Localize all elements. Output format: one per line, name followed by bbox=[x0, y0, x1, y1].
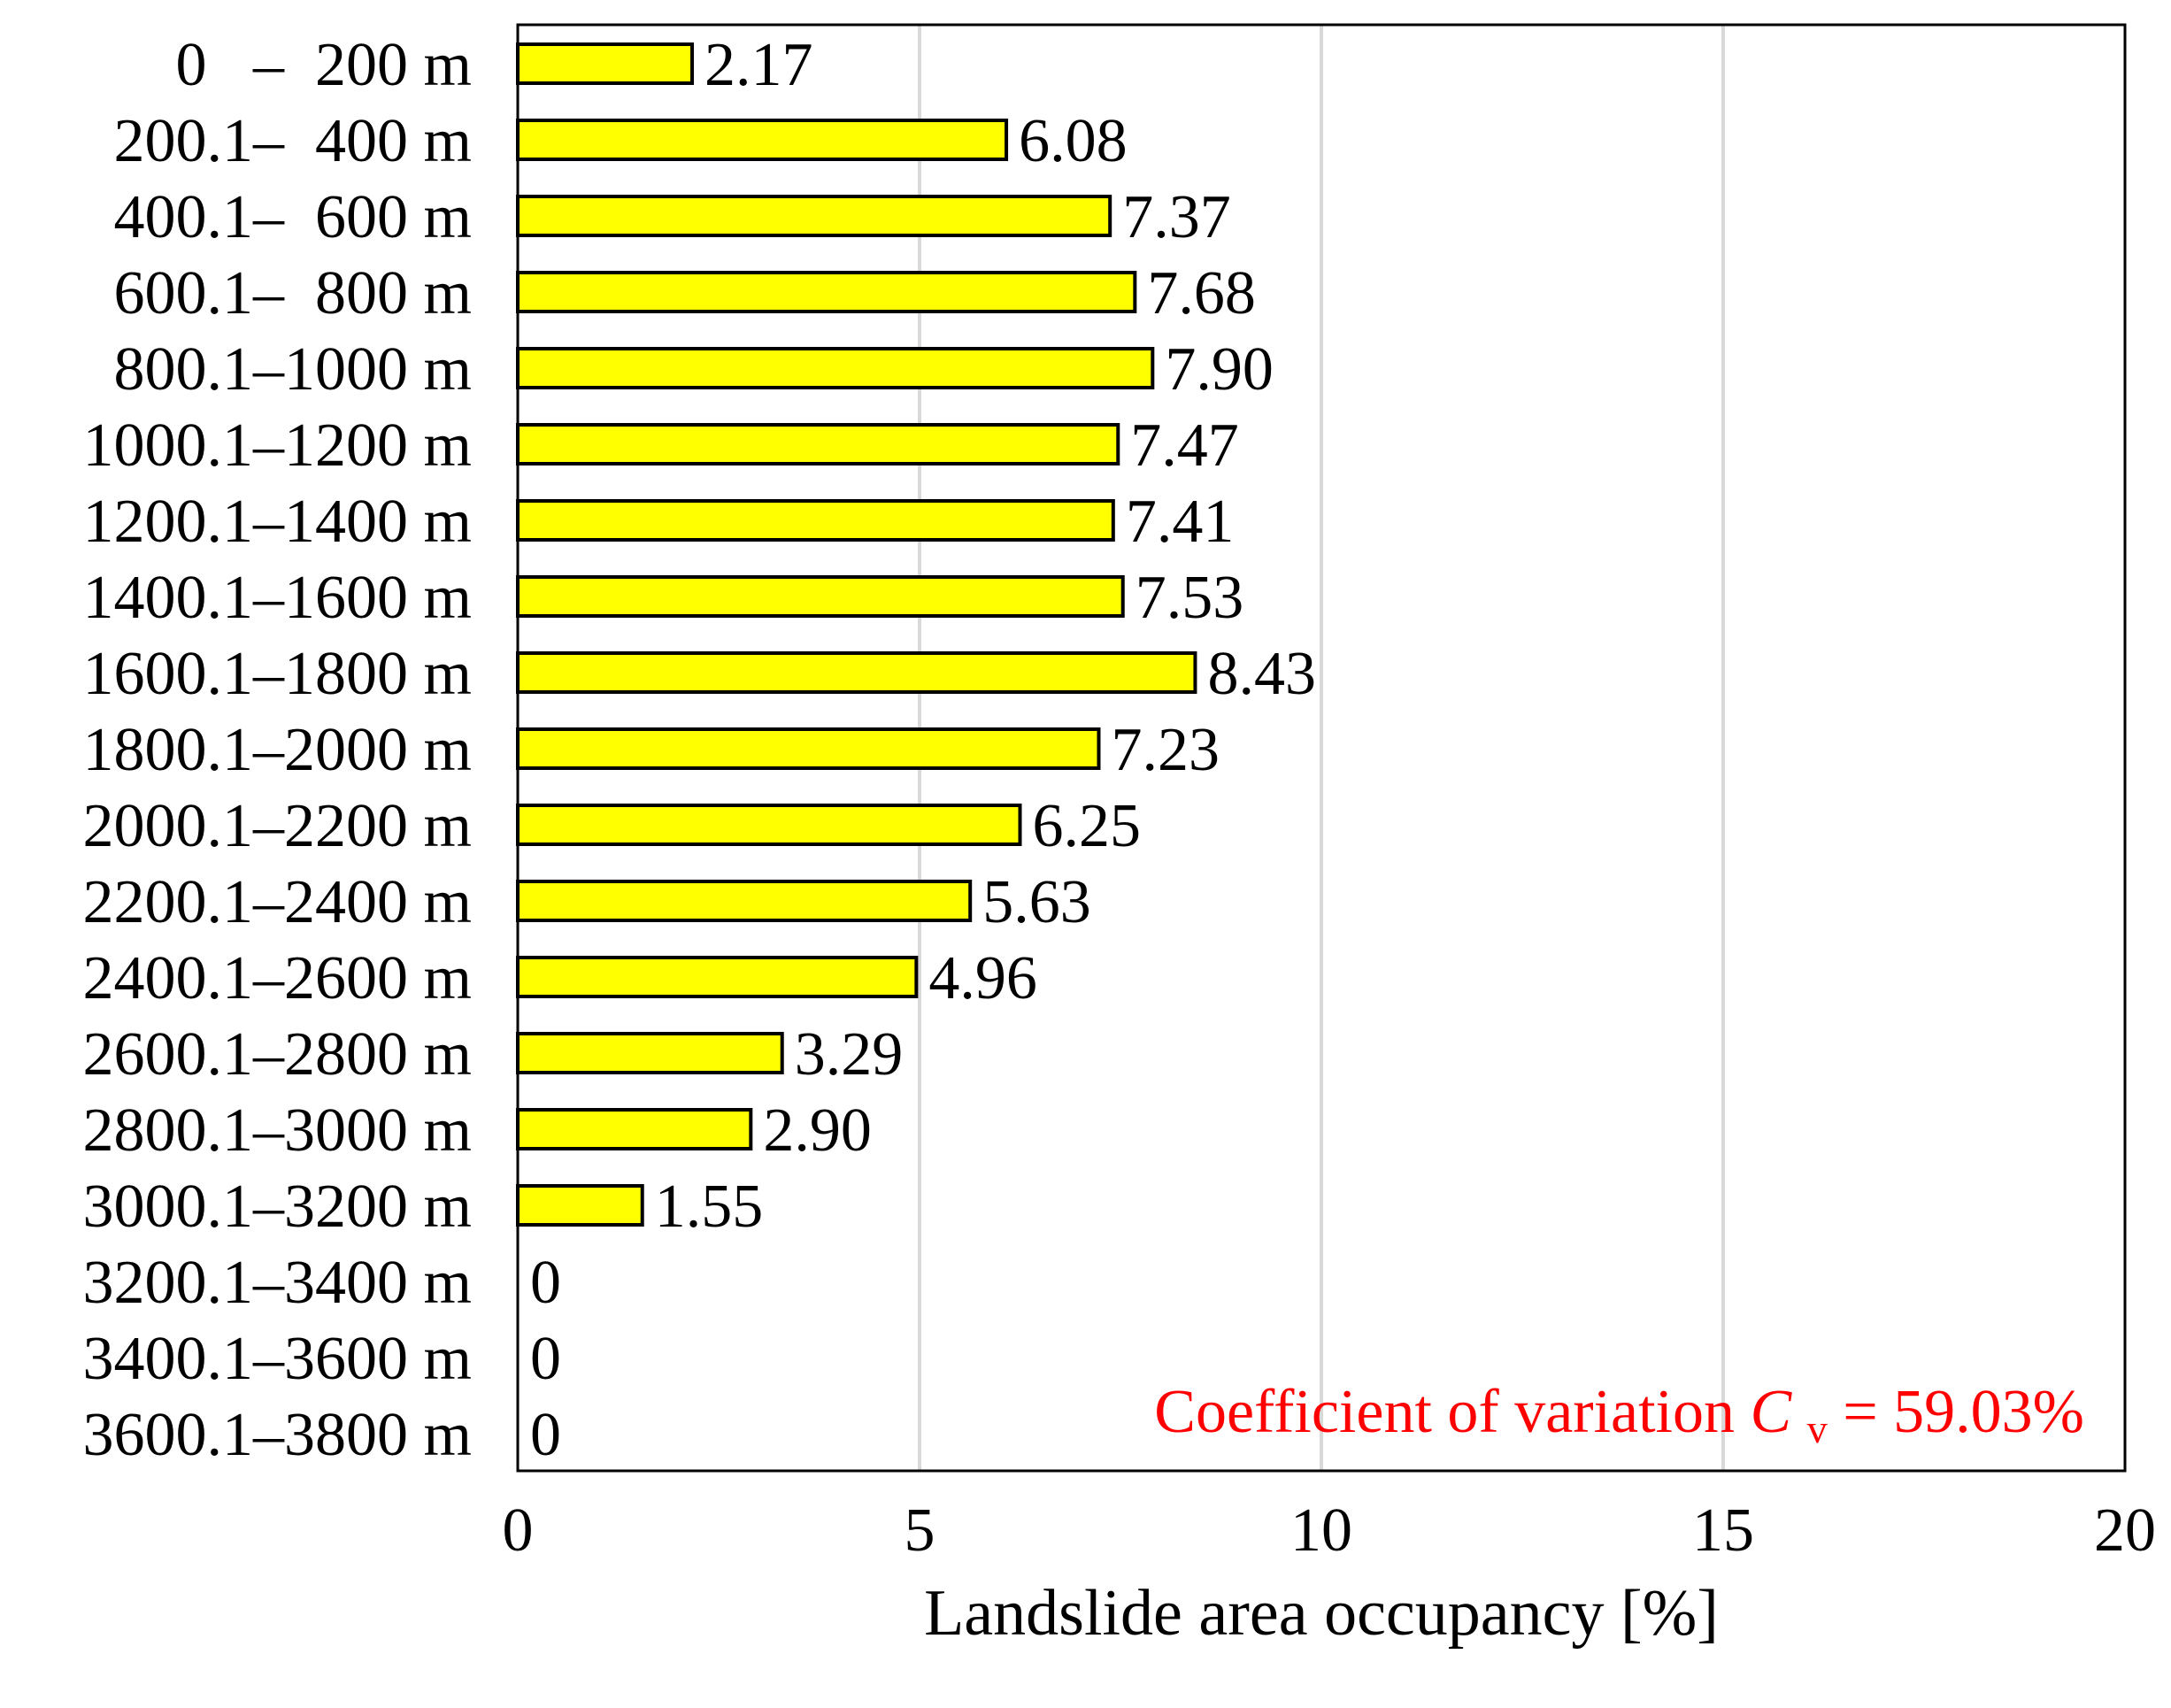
value-labels: 2.17 6.08 7.37 7.68 7.90 7.47 7.41 7.53 8.43 7.23… bbox=[530, 31, 1316, 1469]
value-label-17: 0 bbox=[530, 1325, 561, 1393]
bar-10 bbox=[516, 804, 1022, 846]
coefficient-annotation: Coefficient of variation C v = 59.03% bbox=[1154, 1378, 2084, 1457]
bars bbox=[516, 42, 1197, 1227]
category-label-7: 1400.1–1600 m bbox=[83, 564, 472, 632]
annotation-suffix: = 59.03% bbox=[1843, 1378, 2084, 1446]
value-label-11: 5.63 bbox=[982, 868, 1091, 936]
bar-12 bbox=[516, 956, 919, 998]
value-label-1: 6.08 bbox=[1019, 107, 1128, 175]
value-label-3: 7.68 bbox=[1147, 259, 1256, 327]
bar-9 bbox=[516, 727, 1101, 770]
value-label-6: 7.41 bbox=[1126, 488, 1235, 556]
category-label-1: 200.1– 400 m bbox=[114, 107, 472, 175]
category-label-2: 400.1– 600 m bbox=[114, 183, 472, 251]
category-label-15: 3000.1–3200 m bbox=[83, 1173, 472, 1241]
category-label-17: 3400.1–3600 m bbox=[83, 1325, 472, 1393]
category-labels: 0 – 200 m 200.1– 400 m 400.1– 600 m 600.1– … bbox=[83, 31, 472, 1469]
category-label-6: 1200.1–1400 m bbox=[83, 488, 472, 556]
value-label-14: 2.90 bbox=[763, 1096, 872, 1165]
plot-frame bbox=[516, 23, 2127, 1473]
bar-6 bbox=[516, 499, 1115, 542]
bar-13 bbox=[516, 1032, 784, 1074]
category-label-18: 3600.1–3800 m bbox=[83, 1401, 472, 1469]
bar-15 bbox=[516, 1184, 644, 1227]
value-label-18: 0 bbox=[530, 1401, 561, 1469]
category-label-14: 2800.1–3000 m bbox=[83, 1096, 472, 1165]
category-label-10: 2000.1–2200 m bbox=[83, 792, 472, 860]
value-label-15: 1.55 bbox=[655, 1173, 764, 1241]
category-label-13: 2600.1–2800 m bbox=[83, 1020, 472, 1089]
value-label-10: 6.25 bbox=[1033, 792, 1142, 860]
x-tick-label-1: 5 bbox=[905, 1496, 935, 1565]
category-label-4: 800.1–1000 m bbox=[114, 335, 472, 404]
category-label-11: 2200.1–2400 m bbox=[83, 868, 472, 936]
value-label-8: 8.43 bbox=[1207, 640, 1316, 708]
x-tick-label-4: 20 bbox=[2094, 1496, 2156, 1565]
value-label-16: 0 bbox=[530, 1249, 561, 1317]
value-label-7: 7.53 bbox=[1136, 564, 1244, 632]
category-label-3: 600.1– 800 m bbox=[114, 259, 472, 327]
bar-1 bbox=[516, 119, 1009, 161]
x-tick-labels: 0 5 10 15 20 bbox=[503, 1496, 2157, 1565]
category-label-8: 1600.1–1800 m bbox=[83, 640, 472, 708]
annotation-symbol: C bbox=[1751, 1378, 1793, 1446]
x-tick-label-2: 10 bbox=[1290, 1496, 1352, 1565]
value-label-2: 7.37 bbox=[1122, 183, 1231, 251]
x-axis-title: Landslide area occupancy [%] bbox=[924, 1577, 1719, 1650]
value-label-9: 7.23 bbox=[1111, 716, 1220, 784]
bar-7 bbox=[516, 575, 1125, 618]
value-label-12: 4.96 bbox=[928, 944, 1037, 1012]
bar-11 bbox=[516, 880, 973, 922]
category-label-0: 0 – 200 m bbox=[176, 31, 472, 99]
x-tick-label-3: 15 bbox=[1692, 1496, 1754, 1565]
annotation-prefix: Coefficient of variation bbox=[1154, 1378, 1750, 1446]
category-label-12: 2400.1–2600 m bbox=[83, 944, 472, 1012]
category-label-9: 1800.1–2000 m bbox=[83, 716, 472, 784]
annotation-subscript: v bbox=[1807, 1406, 1828, 1451]
value-label-13: 3.29 bbox=[795, 1020, 904, 1089]
bar-4 bbox=[516, 347, 1155, 389]
category-label-5: 1000.1–1200 m bbox=[83, 412, 472, 480]
bar-5 bbox=[516, 423, 1120, 465]
bar-2 bbox=[516, 195, 1112, 237]
bar-3 bbox=[516, 271, 1137, 313]
value-label-5: 7.47 bbox=[1130, 412, 1239, 480]
bar-8 bbox=[516, 651, 1197, 694]
bar-14 bbox=[516, 1108, 753, 1150]
x-tick-label-0: 0 bbox=[503, 1496, 534, 1565]
bar-0 bbox=[516, 42, 695, 85]
value-label-0: 2.17 bbox=[704, 31, 813, 99]
category-label-16: 3200.1–3400 m bbox=[83, 1249, 472, 1317]
value-label-4: 7.90 bbox=[1165, 335, 1274, 404]
